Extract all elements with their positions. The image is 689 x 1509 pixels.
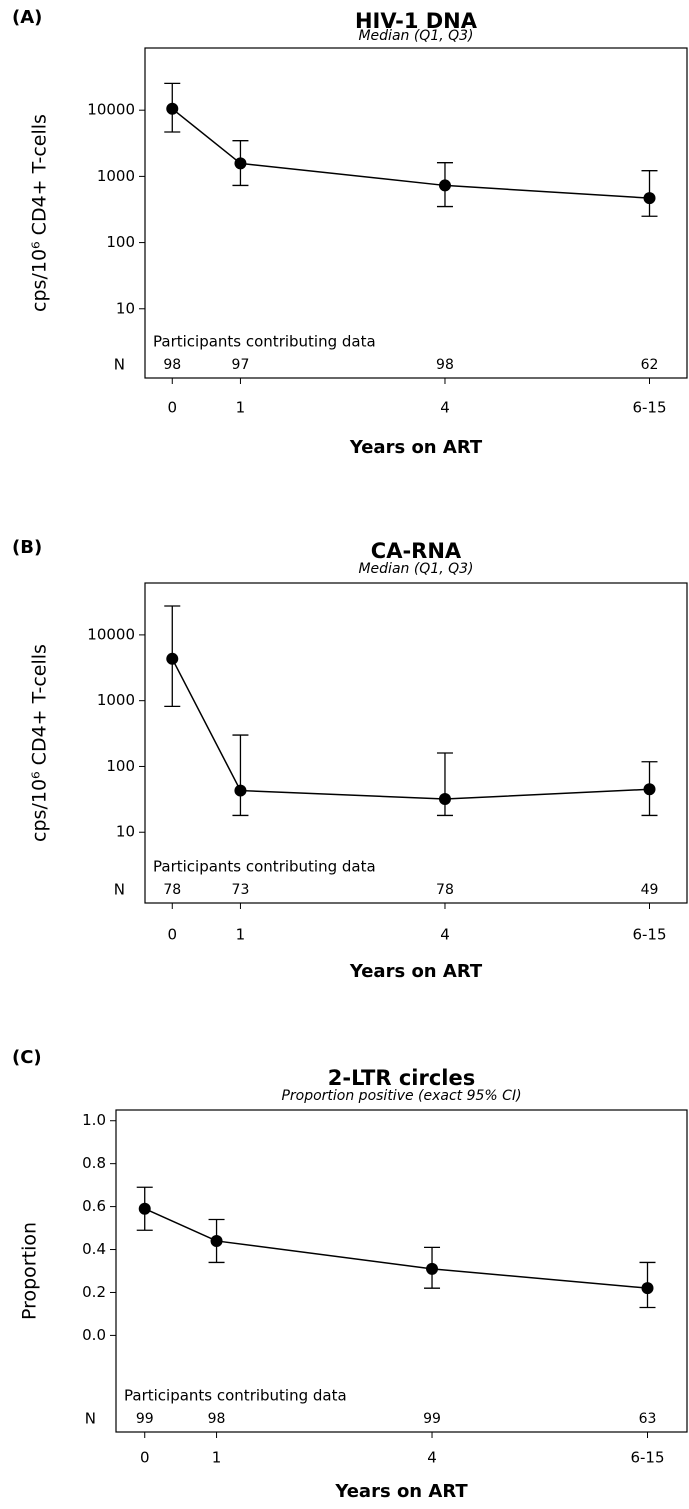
n-label: N — [114, 356, 125, 374]
median-point — [138, 1202, 151, 1215]
y-tick-label: 0.6 — [82, 1197, 106, 1215]
y-tick-label: 0.2 — [82, 1283, 106, 1301]
panel-label: (C) — [12, 1047, 42, 1068]
n-count: 99 — [423, 1411, 441, 1427]
chart-title: CA-RNA — [371, 539, 462, 563]
median-point — [234, 157, 247, 170]
n-title: Participants contributing data — [153, 858, 376, 876]
x-tick-label: 1 — [212, 1449, 222, 1467]
median-point — [166, 652, 179, 665]
y-tick-label: 0.8 — [82, 1154, 106, 1172]
y-tick-label: 100 — [106, 233, 135, 251]
plot-frame — [144, 582, 688, 904]
x-tick-label: 4 — [440, 926, 450, 944]
x-tick-label: 4 — [440, 399, 450, 417]
x-tick-label: 0 — [167, 399, 177, 417]
y-tick-label: 100 — [106, 757, 135, 775]
chart-title: 2-LTR circles — [328, 1066, 475, 1090]
n-count: 98 — [436, 357, 454, 373]
median-point — [426, 1262, 439, 1275]
n-count: 97 — [232, 357, 250, 373]
chart-title: HIV-1 DNA — [355, 9, 478, 33]
n-title: Participants contributing data — [124, 1387, 347, 1405]
plot-frame — [115, 1109, 688, 1433]
y-tick-label: 10000 — [87, 625, 135, 643]
median-line — [171, 658, 650, 800]
median-point — [438, 793, 451, 806]
n-count: 99 — [136, 1411, 154, 1427]
median-point — [643, 192, 656, 205]
n-count: 78 — [163, 882, 181, 898]
chart-subtitle: Proportion positive (exact 95% CI) — [281, 1088, 521, 1104]
n-count: 98 — [163, 357, 181, 373]
n-label: N — [114, 881, 125, 899]
panel-label: (A) — [12, 7, 42, 28]
n-count: 49 — [641, 882, 659, 898]
x-tick-label: 6-15 — [632, 399, 666, 417]
median-point — [234, 784, 247, 797]
median-point — [641, 1282, 654, 1295]
x-axis-label: Years on ART — [349, 961, 483, 982]
y-tick-label: 0.0 — [82, 1326, 106, 1344]
x-tick-label: 0 — [167, 926, 177, 944]
y-tick-label: 10 — [116, 299, 135, 317]
x-tick-label: 6-15 — [630, 1449, 664, 1467]
median-point — [166, 102, 179, 115]
y-tick-label: 1000 — [97, 691, 135, 709]
y-axis-label: Proportion — [19, 1222, 41, 1320]
median-line — [171, 108, 650, 199]
x-tick-label: 1 — [236, 399, 246, 417]
y-tick-label: 1.0 — [82, 1111, 106, 1129]
y-tick-label: 10000 — [87, 101, 135, 119]
y-axis-label: cps/10⁶ CD4+ T-cells — [29, 644, 51, 842]
x-tick-label: 0 — [140, 1449, 150, 1467]
median-point — [643, 783, 656, 796]
n-count: 62 — [641, 357, 659, 373]
n-count: 63 — [639, 1411, 657, 1427]
x-tick-label: 4 — [427, 1449, 437, 1467]
x-axis-label: Years on ART — [349, 437, 483, 458]
n-count: 98 — [208, 1411, 226, 1427]
chart-subtitle: Median (Q1, Q3) — [358, 561, 473, 577]
n-count: 73 — [232, 882, 250, 898]
median-line — [144, 1208, 648, 1289]
y-axis-label: cps/10⁶ CD4+ T-cells — [29, 114, 51, 312]
y-tick-label: 1000 — [97, 167, 135, 185]
x-axis-label: Years on ART — [334, 1481, 468, 1502]
median-point — [438, 179, 451, 192]
y-tick-label: 0.4 — [82, 1240, 106, 1258]
n-count: 78 — [436, 882, 454, 898]
x-tick-label: 1 — [236, 926, 246, 944]
n-label: N — [85, 1410, 96, 1428]
plot-frame — [144, 47, 688, 379]
n-title: Participants contributing data — [153, 333, 376, 351]
panel-label: (B) — [12, 537, 42, 558]
median-point — [210, 1234, 223, 1247]
chart-subtitle: Median (Q1, Q3) — [358, 28, 473, 44]
x-tick-label: 6-15 — [632, 926, 666, 944]
y-tick-label: 10 — [116, 823, 135, 841]
